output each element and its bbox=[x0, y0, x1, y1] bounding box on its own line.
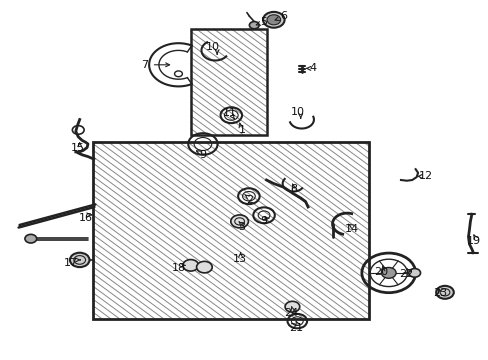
Circle shape bbox=[435, 286, 453, 299]
Bar bbox=[190, 29, 266, 135]
Text: 9: 9 bbox=[260, 216, 267, 226]
Text: 4: 4 bbox=[309, 63, 316, 73]
Circle shape bbox=[266, 15, 280, 25]
Text: 9: 9 bbox=[199, 150, 206, 160]
Text: 16: 16 bbox=[79, 213, 92, 223]
Text: 24: 24 bbox=[283, 308, 298, 318]
Circle shape bbox=[249, 22, 259, 29]
Circle shape bbox=[285, 301, 299, 312]
Text: 10: 10 bbox=[205, 42, 219, 52]
Circle shape bbox=[230, 215, 248, 228]
Text: 13: 13 bbox=[232, 254, 246, 264]
Bar bbox=[93, 142, 368, 319]
Text: 12: 12 bbox=[418, 171, 431, 181]
Bar bbox=[93, 142, 368, 319]
Circle shape bbox=[25, 234, 37, 243]
Text: 7: 7 bbox=[141, 60, 147, 70]
Bar bbox=[190, 29, 266, 135]
Text: 10: 10 bbox=[291, 107, 305, 117]
Circle shape bbox=[70, 253, 89, 267]
Circle shape bbox=[381, 267, 395, 278]
Text: 8: 8 bbox=[289, 184, 296, 194]
Text: 14: 14 bbox=[345, 224, 358, 234]
Text: 5: 5 bbox=[260, 17, 267, 27]
Circle shape bbox=[408, 269, 420, 277]
Text: 3: 3 bbox=[238, 222, 245, 232]
Text: 19: 19 bbox=[467, 236, 480, 246]
Circle shape bbox=[183, 260, 198, 271]
Text: 2: 2 bbox=[245, 195, 252, 205]
Text: 1: 1 bbox=[238, 125, 245, 135]
Text: 18: 18 bbox=[171, 263, 185, 273]
Text: 11: 11 bbox=[223, 108, 236, 118]
Text: 17: 17 bbox=[64, 258, 78, 268]
Text: 6: 6 bbox=[280, 11, 286, 21]
Circle shape bbox=[263, 12, 284, 28]
Text: 15: 15 bbox=[71, 143, 85, 153]
Text: 23: 23 bbox=[432, 288, 446, 298]
Circle shape bbox=[196, 261, 212, 273]
Text: 22: 22 bbox=[398, 269, 412, 279]
Text: 20: 20 bbox=[374, 267, 387, 277]
Text: 21: 21 bbox=[288, 323, 302, 333]
